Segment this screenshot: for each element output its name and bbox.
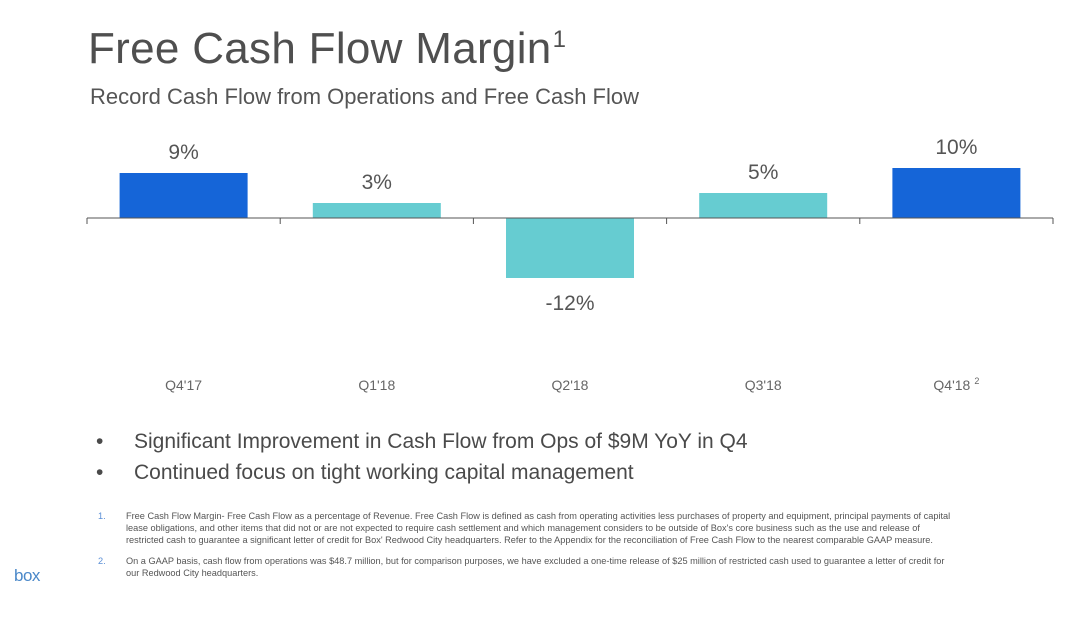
footnote: 1. Free Cash Flow Margin- Free Cash Flow… [98, 510, 958, 546]
x-tick-label: Q1'18 [358, 377, 395, 393]
page-title: Free Cash Flow Margin1 [88, 24, 566, 74]
footnote: 2. On a GAAP basis, cash flow from opera… [98, 555, 958, 579]
bar [312, 203, 441, 218]
footnote-text: On a GAAP basis, cash flow from operatio… [126, 556, 945, 578]
page-title-text: Free Cash Flow Margin [88, 24, 552, 73]
bullet-list: • Significant Improvement in Cash Flow fr… [96, 426, 748, 488]
title-footnote-marker: 1 [552, 26, 567, 53]
bullet-text: Continued focus on tight working capital… [134, 461, 634, 484]
bullet-text: Significant Improvement in Cash Flow fro… [134, 430, 748, 453]
fcf-margin-chart: 9% Q4'17 3% Q1'18 -12% Q2'18 5% Q3'18 10% Q4'18 2 [86, 136, 1054, 393]
box-logo: box [14, 566, 40, 585]
bullet-dot-icon: • [96, 461, 104, 484]
data-label: 9% [168, 141, 198, 164]
bullet-item: • Significant Improvement in Cash Flow fr… [96, 426, 748, 457]
footnote-number: 2. [98, 556, 106, 566]
bar [506, 218, 634, 278]
x-tick-label: Q4'17 [165, 377, 202, 393]
bullet-item: • Continued focus on tight working capita… [96, 457, 748, 488]
bullet-dot-icon: • [96, 430, 104, 453]
footnote-number: 1. [98, 511, 106, 521]
data-label: 5% [748, 161, 778, 184]
data-label: 3% [362, 171, 392, 194]
data-label: -12% [545, 292, 594, 315]
x-tick-label: Q2'18 [552, 377, 589, 393]
x-tick-superscript: 2 [974, 376, 979, 386]
x-tick-label: Q3'18 [745, 377, 782, 393]
bar [119, 173, 248, 218]
x-tick-label: Q4'18 2 [933, 376, 979, 393]
bar [892, 168, 1021, 218]
footnotes: 1. Free Cash Flow Margin- Free Cash Flow… [98, 510, 958, 588]
data-label: 10% [935, 136, 977, 159]
page-subtitle: Record Cash Flow from Operations and Fre… [90, 84, 639, 109]
footnote-text: Free Cash Flow Margin- Free Cash Flow as… [126, 511, 951, 545]
bar [699, 193, 828, 218]
